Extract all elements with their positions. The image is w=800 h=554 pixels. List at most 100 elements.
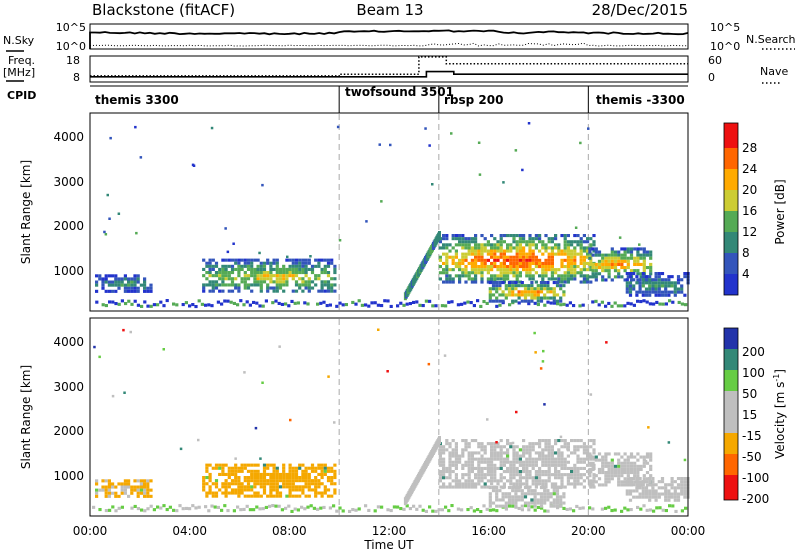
heatmap-cell-720 — [490, 265, 494, 269]
scatter-cell-18 — [162, 504, 166, 508]
heatmap-cell-367 — [259, 274, 263, 278]
heatmap-cell-233 — [202, 274, 206, 278]
heatmap-cell-321 — [240, 482, 244, 486]
speckle-1528 — [108, 217, 111, 220]
heatmap-cell-173 — [104, 289, 108, 293]
heatmap-cell-877 — [531, 479, 535, 483]
power-cbar-tick-8: 8 — [742, 246, 750, 260]
heatmap-cell-1101 — [501, 486, 505, 490]
heatmap-cell-1343 — [649, 253, 653, 257]
heatmap-cell-294 — [227, 289, 231, 293]
heatmap-cell-407 — [275, 271, 279, 275]
heatmap-cell-630 — [464, 268, 468, 272]
heatmap-cell-757 — [499, 445, 503, 449]
heatmap-cell-1376 — [641, 272, 645, 276]
heatmap-cell-609 — [454, 454, 458, 458]
heatmap-cell-817 — [515, 470, 519, 474]
heatmap-cell-778 — [506, 439, 510, 443]
scatter-cell-89 — [412, 504, 416, 508]
heatmap-cell-1315 — [636, 464, 640, 468]
heatmap-cell-1253 — [610, 474, 614, 478]
heatmap-cell-538 — [333, 267, 337, 271]
date-title: 28/Dec/2015 — [592, 1, 688, 19]
velocity-panel-frame — [89, 317, 689, 517]
heatmap-cell-495 — [310, 280, 315, 284]
heatmap-cell-703 — [483, 448, 487, 452]
heatmap-cell-459 — [298, 261, 302, 265]
heatmap-cell-169 — [101, 286, 105, 290]
heatmap-cell-522 — [326, 258, 331, 262]
heatmap-cell-1251 — [610, 467, 614, 471]
beam-title: Beam 13 — [356, 1, 423, 19]
heatmap-cell-1364 — [632, 278, 636, 282]
heatmap-cell-554 — [442, 246, 446, 250]
heatmap-cell-546 — [438, 255, 442, 259]
heatmap-cell-245 — [205, 476, 209, 480]
heatmap-cell-702 — [483, 445, 487, 449]
heatmap-cell-764 — [499, 466, 503, 470]
scatter-cell-29 — [197, 505, 201, 509]
heatmap-cell-645 — [467, 442, 471, 446]
heatmap-cell-258 — [211, 289, 215, 293]
scatter-cell-96 — [434, 509, 438, 513]
heatmap-cell-1027 — [576, 252, 580, 256]
heatmap-cell-696 — [483, 243, 487, 247]
heatmap-cell-1176 — [546, 281, 550, 285]
heatmap-cell-262 — [214, 479, 219, 483]
heatmap-cell-1048 — [582, 258, 586, 262]
heatmap-cell-959 — [554, 473, 558, 477]
heatmap-cell-952 — [554, 442, 558, 446]
heatmap-cell-584 — [448, 445, 452, 449]
heatmap-cell-225 — [143, 289, 147, 293]
heatmap-cell-632 — [464, 274, 468, 278]
speckle-1537 — [527, 122, 531, 125]
heatmap-cell-242 — [205, 463, 209, 467]
heatmap-cell-606 — [458, 268, 462, 272]
heatmap-cell-946 — [554, 234, 558, 238]
heatmap-cell-409 — [275, 476, 279, 480]
heatmap-cell-1239 — [604, 483, 608, 487]
heatmap-cell-521 — [323, 289, 327, 293]
heatmap-cell-227 — [143, 494, 147, 498]
heatmap-cell-1133 — [520, 284, 524, 288]
speckle-1531 — [226, 250, 230, 254]
heatmap-cell-271 — [218, 289, 222, 293]
heatmap-cell-924 — [547, 240, 551, 244]
heatmap-cell-567 — [442, 457, 446, 461]
heatmap-cell-209 — [133, 274, 137, 278]
heatmap-cell-822 — [518, 448, 522, 452]
heatmap-cell-365 — [259, 472, 263, 476]
heatmap-cell-850 — [525, 252, 529, 256]
heatmap-cell-428 — [282, 482, 286, 486]
heatmap-cell-894 — [538, 454, 542, 458]
speckle-1501 — [450, 132, 453, 135]
scatter-cell-2 — [104, 509, 108, 513]
heatmap-cell-193 — [120, 482, 124, 486]
heatmap-cell-194 — [123, 274, 127, 278]
heatmap-cell-270 — [218, 283, 222, 287]
heatmap-cell-1199 — [588, 452, 592, 456]
heatmap-cell-588 — [451, 277, 455, 281]
heatmap-cell-921 — [544, 463, 548, 467]
vel-cbar-tick-neg100: -100 — [742, 471, 769, 485]
heatmap-cell-420 — [278, 491, 283, 495]
scatter-cell-20 — [168, 505, 172, 509]
scatter-cell-4 — [111, 300, 115, 304]
heatmap-cell-332 — [246, 258, 251, 262]
heatmap-cell-957 — [557, 252, 561, 256]
speckle-1531 — [542, 349, 545, 353]
heatmap-cell-424 — [282, 469, 286, 473]
heatmap-cell-202 — [127, 479, 131, 483]
scatter-cell-53 — [280, 508, 284, 512]
heatmap-cell-1191 — [555, 284, 560, 288]
heatmap-cell-477 — [304, 264, 308, 268]
heatmap-cell-1163 — [536, 296, 540, 300]
heatmap-cell-995 — [563, 485, 567, 489]
heatmap-cell-689 — [477, 482, 481, 486]
heatmap-cell-238 — [202, 479, 206, 483]
heatmap-cell-684 — [477, 466, 481, 470]
heatmap-cell-958 — [557, 268, 561, 272]
heatmap-cell-215 — [136, 491, 140, 495]
heatmap-cell-1392 — [651, 480, 655, 484]
heatmap-cell-888 — [534, 255, 538, 259]
